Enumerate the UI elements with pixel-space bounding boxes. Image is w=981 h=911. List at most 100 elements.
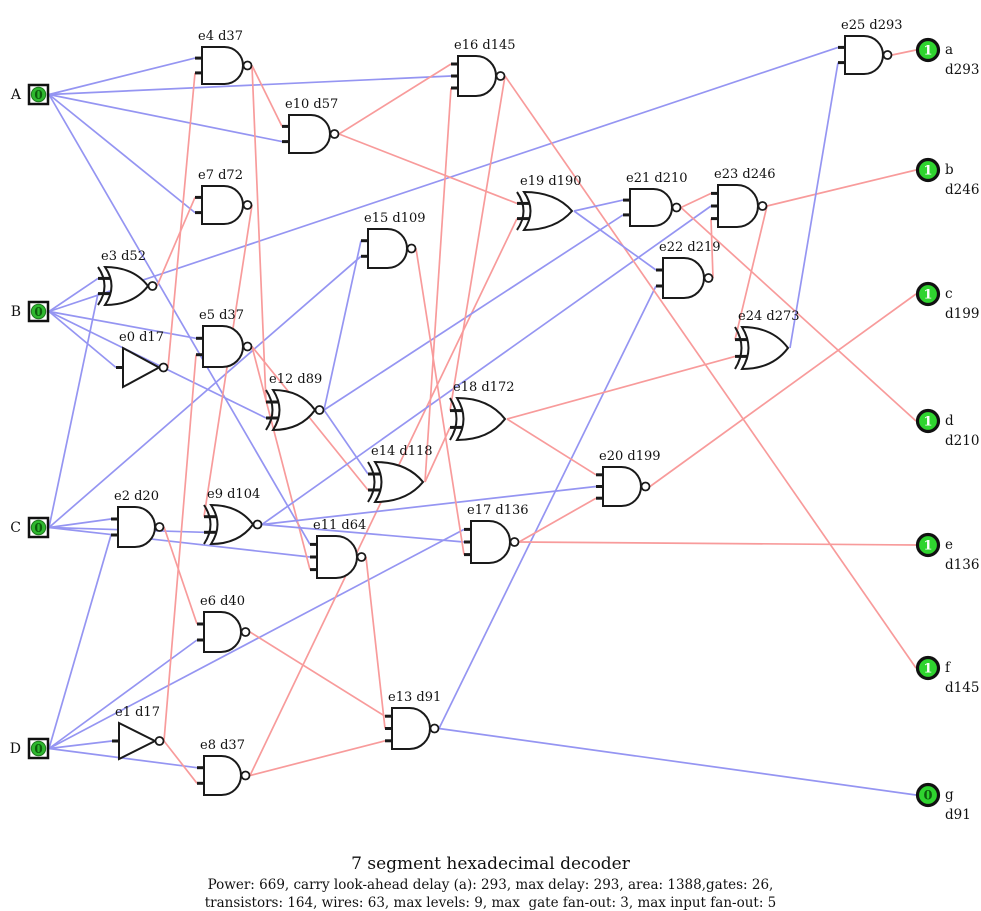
e19-xor-rear-arc bbox=[516, 191, 525, 231]
wire-B-e12.1 bbox=[48, 310, 267, 419]
output-disc-b bbox=[915, 157, 941, 183]
e15-inverter-bubble bbox=[406, 243, 417, 254]
gate-e10: e10 d57 bbox=[282, 97, 340, 154]
e3-body-xnor-shape bbox=[103, 265, 150, 307]
input-label-B: B bbox=[11, 304, 21, 320]
wire-e22-e23.2 bbox=[710, 218, 714, 279]
wire-e8-e13.2 bbox=[249, 739, 386, 777]
e22-inverter-bubble bbox=[703, 273, 714, 283]
e2-inverter-bubble bbox=[154, 522, 165, 532]
e25-body-nand-shape bbox=[844, 35, 884, 75]
e9-body-xnor-shape bbox=[209, 503, 255, 546]
wire-D-e1.0 bbox=[48, 740, 113, 750]
e16-inverter-bubble bbox=[495, 71, 506, 81]
e10-inverter-bubble bbox=[329, 129, 340, 139]
wire-A-e7.1 bbox=[48, 93, 196, 214]
gate-e22: e22 d219 bbox=[656, 240, 721, 299]
input-value-disc-C[interactable] bbox=[30, 519, 47, 536]
e24-label: e24 d273 bbox=[738, 309, 800, 324]
e14-label: e14 d118 bbox=[371, 444, 433, 459]
e21-inverter-bubble bbox=[671, 202, 682, 213]
e23-inverter-bubble bbox=[757, 201, 768, 211]
output-value-b: 1 bbox=[923, 164, 932, 179]
e23-body-nand-shape bbox=[717, 184, 759, 228]
wire-B-e3.0 bbox=[48, 277, 99, 313]
output-pin-a: 1 a d293 bbox=[915, 37, 979, 78]
output-delay-b: d246 bbox=[945, 182, 979, 198]
wire-C-e11.1 bbox=[48, 526, 311, 558]
input-value-disc-A[interactable] bbox=[30, 86, 47, 103]
e25-inverter-bubble bbox=[882, 50, 893, 60]
e20-label: e20 d199 bbox=[599, 449, 661, 464]
wire-e18-e24.1 bbox=[506, 355, 736, 420]
e7-inverter-bubble bbox=[242, 200, 253, 210]
output-delay-c: d199 bbox=[945, 306, 979, 322]
wire-e16-f bbox=[504, 75, 917, 669]
e10-label: e10 d57 bbox=[285, 97, 338, 112]
output-delay-g: d91 bbox=[945, 807, 971, 823]
e16-body-nand-shape bbox=[457, 55, 497, 97]
output-delay-a: d293 bbox=[945, 62, 979, 78]
e13-label: e13 d91 bbox=[388, 690, 441, 705]
input-value-A: 0 bbox=[34, 88, 42, 102]
wire-e6-e13.0 bbox=[249, 631, 386, 717]
e20-inverter-bubble bbox=[640, 481, 651, 492]
e8-body-nand-shape bbox=[203, 755, 242, 796]
output-label-a: a bbox=[945, 42, 953, 58]
output-label-f: f bbox=[945, 660, 951, 676]
wire-e19-e21.0 bbox=[573, 199, 624, 212]
gate-e20: e20 d199 bbox=[596, 449, 661, 507]
e2-label: e2 d20 bbox=[114, 489, 159, 504]
wire-e2-e6.0 bbox=[163, 526, 198, 625]
stats-line-2: transistors: 164, wires: 63, max levels:… bbox=[204, 895, 777, 911]
e19-label: e19 d190 bbox=[520, 174, 582, 189]
e22-label: e22 d219 bbox=[659, 240, 721, 255]
wire-e3-e7.0 bbox=[156, 197, 196, 287]
gate-e2: e2 d20 bbox=[111, 489, 165, 548]
output-value-c: 1 bbox=[923, 288, 932, 303]
e1-body-inv-shape bbox=[118, 721, 158, 761]
stats-line-1: Power: 669, carry look-ahead delay (a): … bbox=[207, 877, 774, 893]
e2-body-nand-shape bbox=[117, 506, 156, 548]
gate-e15: e15 d109 bbox=[361, 211, 426, 269]
output-delay-f: d145 bbox=[945, 680, 979, 696]
input-value-disc-B[interactable] bbox=[30, 303, 47, 320]
e18-xor-rear-arc bbox=[449, 397, 458, 441]
e9-inverter-bubble bbox=[252, 519, 263, 530]
gate-e25: e25 d293 bbox=[838, 18, 903, 75]
e8-inverter-bubble bbox=[240, 770, 251, 781]
gate-e23: e23 d246 bbox=[711, 167, 776, 228]
gate-e4: e4 d37 bbox=[195, 29, 253, 85]
output-value-a: 1 bbox=[923, 44, 932, 59]
output-disc-g bbox=[915, 782, 941, 808]
output-disc-e bbox=[915, 532, 941, 558]
e18-label: e18 d172 bbox=[453, 380, 515, 395]
gate-e8: e8 d37 bbox=[197, 738, 251, 796]
gate-e19: e19 d190 bbox=[516, 174, 582, 232]
e4-inverter-bubble bbox=[242, 60, 253, 71]
wire-e14-e16.2 bbox=[424, 87, 452, 483]
gate-e12: e12 d89 bbox=[265, 372, 325, 432]
e7-body-nand-shape bbox=[201, 185, 244, 225]
wire-C-e15.1 bbox=[48, 255, 362, 529]
input-value-disc-D[interactable] bbox=[30, 740, 47, 757]
wire-e4-e12.0 bbox=[251, 65, 267, 403]
wire-e5-e11.2 bbox=[251, 346, 311, 570]
wire-e10-e16.0 bbox=[338, 63, 452, 135]
e6-label: e6 d40 bbox=[200, 594, 245, 609]
gate-e11: e11 d64 bbox=[310, 518, 367, 579]
wire-A-e16.1 bbox=[48, 75, 452, 96]
e18-body-xor-shape bbox=[455, 396, 507, 442]
output-disc-a bbox=[915, 37, 941, 63]
wire-e0-e4.1 bbox=[167, 72, 196, 368]
wire-C-e3.1 bbox=[48, 293, 99, 528]
e11-body-nand-shape bbox=[316, 535, 358, 579]
gate-e9: e9 d104 bbox=[203, 487, 263, 546]
gate-e5: e5 d37 bbox=[196, 308, 253, 368]
e6-body-nand-shape bbox=[203, 611, 242, 653]
